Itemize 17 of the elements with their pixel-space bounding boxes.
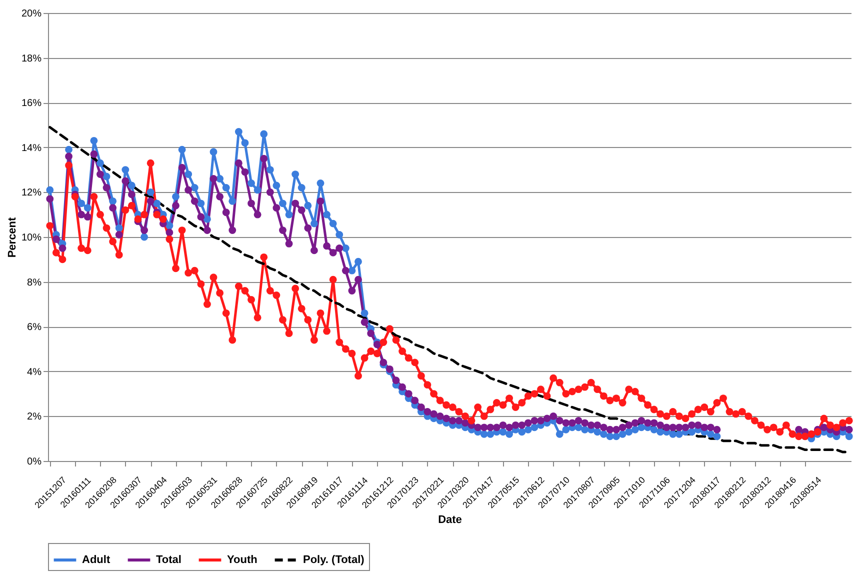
y-tick-label: 6% [27, 322, 42, 334]
y-tick-label: 10% [21, 232, 42, 244]
y-tick-label: 12% [21, 188, 42, 199]
y-axis-title: Percent [6, 216, 18, 258]
y-tick-label: 8% [27, 277, 42, 288]
legend-label: Poly. (Total) [303, 554, 365, 566]
y-tick-label: 14% [21, 142, 42, 154]
y-tick-label: 20% [21, 8, 42, 20]
legend-label: Adult [82, 554, 110, 566]
y-tick-label: 4% [27, 366, 42, 378]
x-axis-title: Date [438, 514, 462, 526]
y-tick-label: 18% [21, 53, 42, 64]
y-tick-label: 16% [21, 98, 42, 110]
legend-label: Youth [227, 554, 258, 566]
legend-label: Total [156, 554, 182, 566]
y-tick-label: 2% [27, 412, 42, 423]
y-tick-label: 0% [27, 456, 42, 468]
